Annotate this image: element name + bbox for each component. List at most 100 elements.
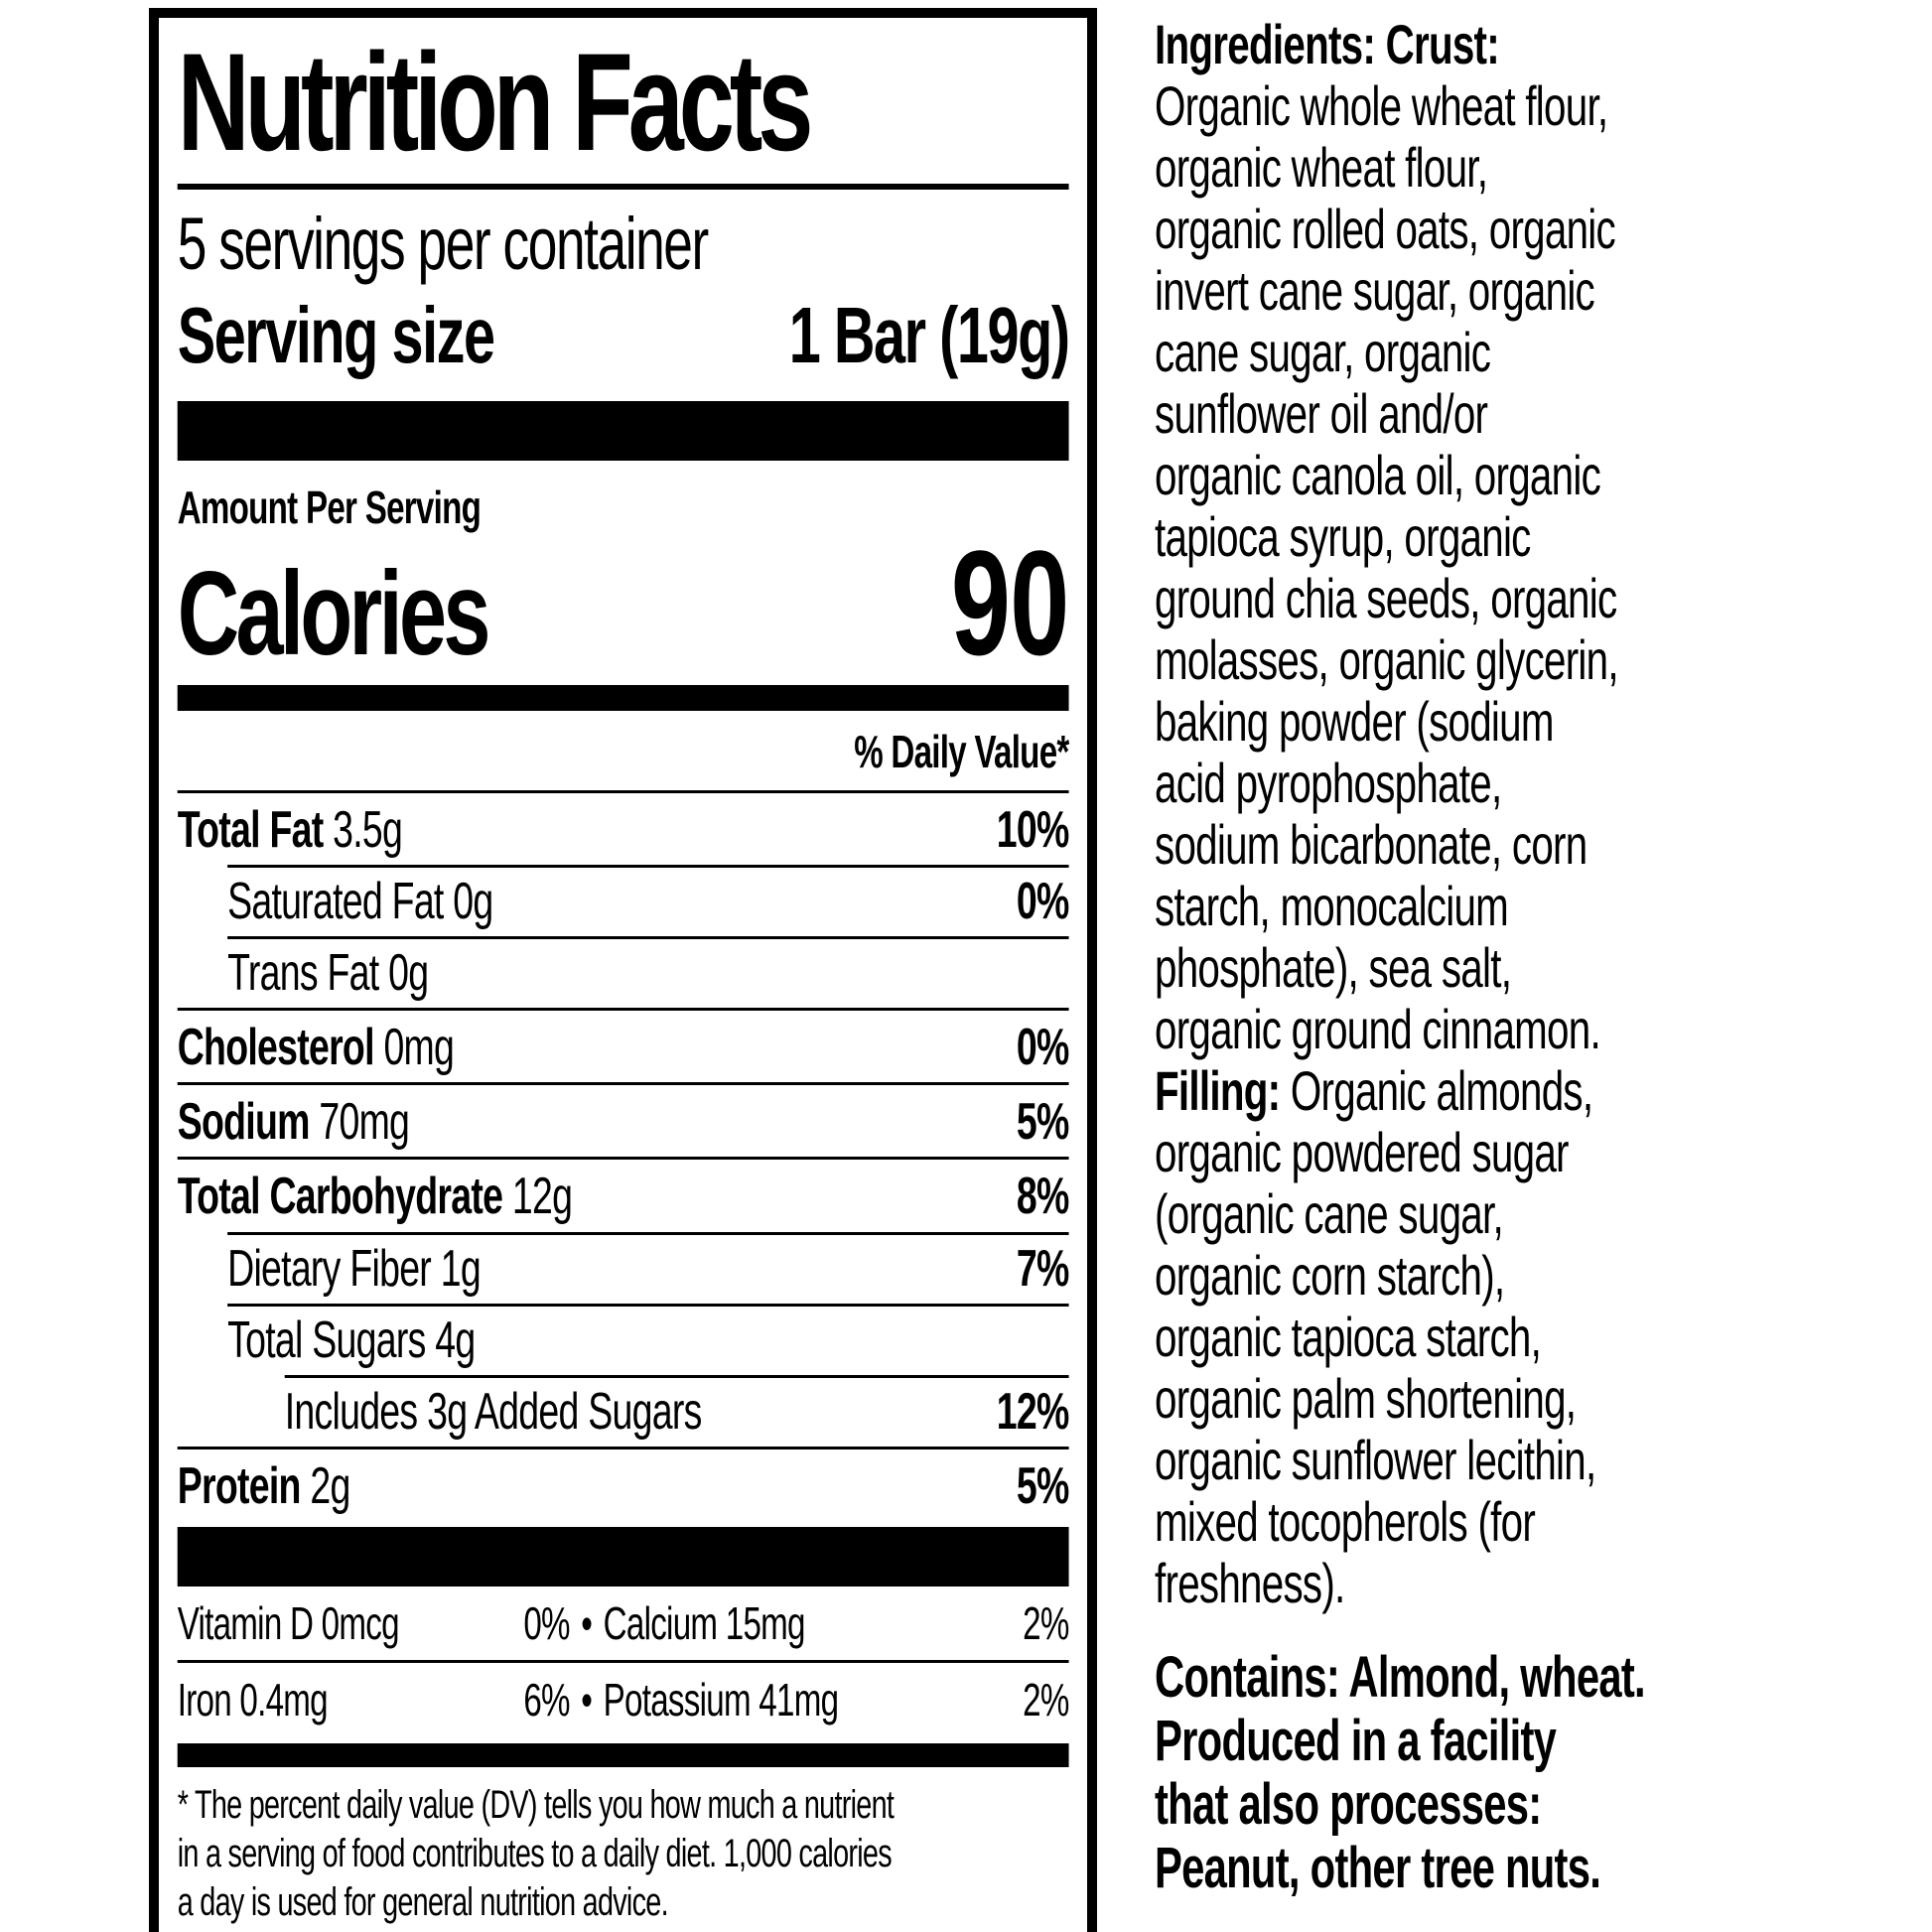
nutrient-daily-value: 10%	[996, 800, 1069, 859]
micronutrient-name: Vitamin D 0mcg	[177, 1597, 400, 1650]
nutrient-daily-value: 0%	[1016, 1019, 1069, 1077]
bullet-separator-icon: •	[581, 1597, 593, 1650]
nutrient-daily-value: 5%	[1016, 1093, 1069, 1152]
allergen-line: that also processes:	[1155, 1772, 1542, 1837]
nutrient-name: Total Fat 3.5g	[177, 800, 403, 859]
nutrient-row: Trans Fat 0g	[178, 935, 1069, 1008]
micronutrient-rows: Vitamin D 0mcg 0% • Calcium 15mg 2% Iron 0.4m…	[177, 1587, 1070, 1736]
nutrient-row: Total Carbohydrate 12g 8%	[177, 1157, 1069, 1231]
ingredients-line: organic ground cinnamon.	[1155, 998, 1601, 1060]
ingredients-line: organic powdered sugar	[1155, 1121, 1569, 1183]
nutrient-name: Protein 2g	[177, 1457, 351, 1516]
ingredients-line: ground chia seeds, organic	[1155, 567, 1617, 629]
micronutrient-name: Calcium 15mg	[603, 1597, 806, 1650]
nutrient-name: Trans Fat 0g	[227, 943, 429, 1002]
nutrient-rows: Total Fat 3.5g 10% Saturated Fat 0g 0% Trans…	[177, 789, 1069, 1522]
nutrient-row: Includes 3g Added Sugars 12%	[178, 1374, 1069, 1447]
ingredients-line: invert cane sugar, organic	[1155, 259, 1595, 322]
ingredients-line: mixed tocopherols (for	[1155, 1490, 1536, 1553]
ingredients-line: organic canola oil, organic	[1155, 444, 1601, 506]
servings-per-container: 5 servings per container	[177, 202, 710, 285]
ingredients-line: Filling: Organic almonds,	[1155, 1059, 1593, 1122]
ingredients-line: freshness).	[1155, 1552, 1345, 1614]
nutrient-row: Dietary Fiber 1g 7%	[178, 1231, 1069, 1304]
nutrient-name: Includes 3g Added Sugars	[284, 1382, 703, 1441]
serving-size-label: Serving size	[177, 290, 495, 379]
ingredients-lines: Ingredients: Crust: Organic whole wheat f…	[1155, 14, 1770, 1614]
ingredients-line: organic tapioca starch,	[1155, 1306, 1542, 1368]
footnote-line: * The percent daily value (DV) tells you…	[177, 1783, 895, 1828]
micronutrient-right: Calcium 15mg 2%	[603, 1597, 1070, 1650]
nutrient-name: Saturated Fat 0g	[227, 872, 493, 930]
nutrition-facts-content: Nutrition Facts 5 servings per container…	[159, 18, 1087, 1932]
ingredients-line: Organic whole wheat flour,	[1155, 74, 1608, 137]
nutrient-name: Dietary Fiber 1g	[227, 1239, 482, 1298]
ingredients-line: organic sunflower lecithin,	[1155, 1429, 1596, 1491]
micronutrient-left: Iron 0.4mg 6%	[177, 1673, 571, 1726]
ingredients-line: organic corn starch),	[1155, 1244, 1505, 1307]
nutrient-name: Total Sugars 4g	[227, 1311, 476, 1369]
micronutrient-daily-value: 0%	[523, 1597, 570, 1650]
nutrient-row: Total Fat 3.5g 10%	[177, 789, 1069, 865]
micronutrient-daily-value: 2%	[1023, 1597, 1069, 1650]
micronutrient-daily-value: 6%	[523, 1673, 570, 1725]
separator-bar-thick-2	[177, 1527, 1069, 1587]
ingredients-line: organic rolled oats, organic	[1155, 198, 1616, 260]
ingredients-line: baking powder (sodium	[1155, 690, 1554, 753]
ingredients-line: sodium bicarbonate, corn	[1155, 813, 1587, 876]
ingredients-content: Ingredients: Crust: Organic whole wheat f…	[1155, 14, 1770, 1900]
nutrition-facts-title: Nutrition Facts	[177, 24, 814, 180]
ingredients-line: (organic cane sugar,	[1155, 1182, 1504, 1245]
separator-bar-thick	[177, 400, 1069, 461]
ingredients-line: tapioca syrup, organic	[1155, 505, 1531, 568]
ingredients-line: organic wheat flour,	[1155, 136, 1488, 199]
micronutrient-right: Potassium 41mg 2%	[603, 1673, 1070, 1726]
amount-per-serving-label: Amount Per Serving	[177, 481, 482, 533]
footnote-line: a day is used for general nutrition advi…	[177, 1879, 669, 1924]
ingredients-line: starch, monocalcium	[1155, 875, 1509, 937]
micronutrient-daily-value: 2%	[1023, 1673, 1069, 1725]
nutrient-name: Total Carbohydrate 12g	[177, 1168, 573, 1226]
nutrient-daily-value: 12%	[996, 1382, 1069, 1441]
nutrient-daily-value: 5%	[1016, 1457, 1069, 1516]
ingredients-line: sunflower oil and/or	[1155, 382, 1488, 445]
micronutrient-left: Vitamin D 0mcg 0%	[177, 1597, 571, 1650]
title-rule	[177, 183, 1069, 190]
nutrient-daily-value: 8%	[1016, 1168, 1069, 1226]
nutrient-row: Total Sugars 4g	[178, 1303, 1069, 1375]
micronutrient-row: Vitamin D 0mcg 0% • Calcium 15mg 2%	[177, 1587, 1070, 1660]
allergen-statement: Contains: Almond, wheat. Produced in a f…	[1155, 1646, 1770, 1900]
ingredients-panel: Ingredients: Crust: Organic whole wheat f…	[1155, 14, 1770, 1900]
micronutrient-name: Iron 0.4mg	[177, 1673, 329, 1725]
nutrient-row: Saturated Fat 0g 0%	[178, 864, 1069, 936]
allergen-line: Produced in a facility	[1155, 1709, 1557, 1773]
bullet-separator-icon: •	[581, 1673, 593, 1725]
ingredients-line: cane sugar, organic	[1155, 321, 1491, 383]
daily-value-footnote: * The percent daily value (DV) tells you…	[178, 1781, 1069, 1926]
nutrient-daily-value: 0%	[1016, 872, 1069, 930]
ingredients-line: Ingredients: Crust:	[1155, 13, 1500, 75]
nutrient-name: Sodium 70mg	[177, 1093, 410, 1152]
ingredients-line: acid pyrophosphate,	[1155, 752, 1502, 814]
nutrient-daily-value: 7%	[1016, 1239, 1069, 1298]
nutrient-row: Cholesterol 0mg 0%	[177, 1008, 1069, 1082]
ingredients-line: organic palm shortening,	[1155, 1367, 1577, 1430]
nutrient-row: Sodium 70mg 5%	[177, 1082, 1069, 1157]
calories-label: Calories	[177, 546, 491, 680]
micronutrient-name: Potassium 41mg	[603, 1673, 839, 1725]
nutrient-row: Protein 2g 5%	[177, 1447, 1069, 1521]
serving-size-row: Serving size 1 Bar (19g)	[177, 286, 1070, 391]
separator-bar-micro	[177, 1743, 1069, 1768]
footnote-line: in a serving of food contributes to a da…	[177, 1832, 893, 1876]
daily-value-header: % Daily Value*	[854, 725, 1069, 777]
separator-bar-medium	[177, 684, 1069, 711]
nutrition-facts-panel: Nutrition Facts 5 servings per container…	[149, 8, 1097, 1932]
micronutrient-row: Iron 0.4mg 6% • Potassium 41mg 2%	[177, 1659, 1070, 1736]
ingredients-line: molasses, organic glycerin,	[1155, 628, 1619, 691]
calories-value: 90	[950, 518, 1069, 686]
nutrient-name: Cholesterol 0mg	[177, 1019, 455, 1077]
serving-size-value: 1 Bar (19g)	[788, 290, 1070, 379]
allergen-line: Peanut, other tree nuts.	[1155, 1836, 1601, 1900]
calories-row: Calories 90	[177, 518, 1070, 686]
